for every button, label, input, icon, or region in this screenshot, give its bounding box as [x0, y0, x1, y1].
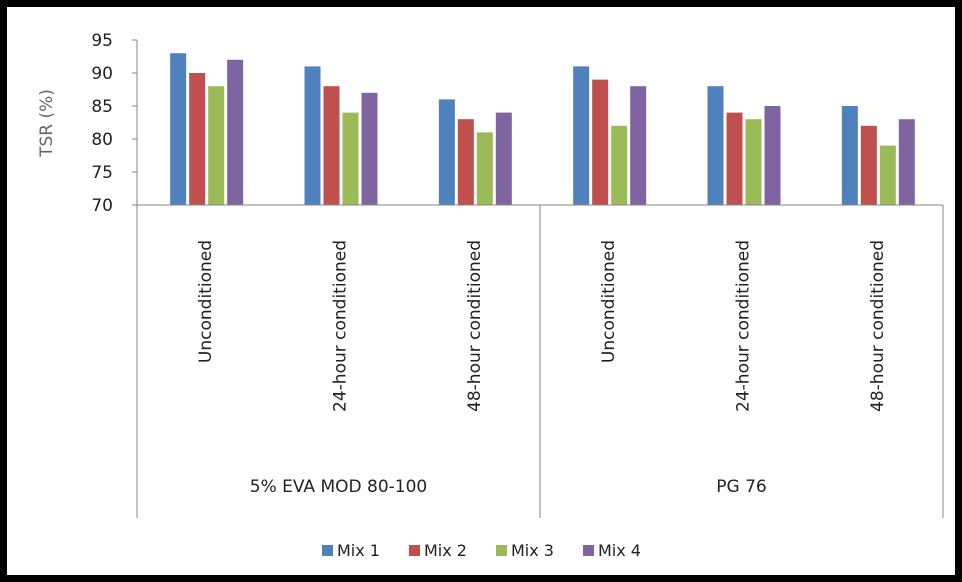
y-tick-label: 80: [91, 130, 113, 150]
y-tick-label: 90: [91, 64, 113, 84]
bar: [573, 66, 590, 206]
legend-swatch: [583, 545, 594, 556]
bar: [764, 106, 781, 205]
bar: [726, 112, 743, 205]
bar: [860, 125, 877, 205]
y-tick-label: 95: [91, 31, 113, 51]
bar: [592, 79, 609, 205]
category-label: Unconditioned: [196, 240, 216, 363]
legend-label: Mix 1: [337, 541, 380, 560]
legend-label: Mix 2: [424, 541, 467, 560]
bar: [611, 125, 628, 205]
bar: [438, 99, 455, 205]
bar: [630, 86, 647, 205]
bar: [476, 132, 493, 205]
y-axis-title: TSR (%): [37, 89, 57, 158]
bar: [495, 112, 512, 205]
legend-swatch: [496, 545, 507, 556]
bar: [745, 119, 762, 205]
y-tick-label: 75: [91, 163, 113, 183]
category-label: 48-hour conditioned: [465, 240, 485, 412]
legend-label: Mix 3: [511, 541, 554, 560]
bar: [170, 53, 187, 206]
category-label: 24-hour conditioned: [734, 240, 754, 412]
group-label: 5% EVA MOD 80-100: [250, 477, 427, 497]
group-label: PG 76: [716, 477, 766, 497]
bar: [898, 119, 915, 205]
bar: [189, 73, 206, 205]
bar: [304, 66, 321, 206]
bar: [361, 92, 378, 205]
bar: [208, 86, 225, 205]
legend-swatch: [409, 545, 420, 556]
bar: [342, 112, 359, 205]
bar: [227, 59, 244, 205]
legend-swatch: [322, 545, 333, 556]
bar: [879, 145, 896, 205]
category-label: 48-hour conditioned: [868, 240, 888, 412]
bar: [707, 86, 724, 205]
bar: [457, 119, 474, 205]
y-tick-label: 85: [91, 97, 113, 117]
category-label: 24-hour conditioned: [331, 240, 351, 412]
bar: [323, 86, 340, 205]
y-tick-label: 70: [91, 196, 113, 216]
category-label: Unconditioned: [599, 240, 619, 363]
legend-label: Mix 4: [598, 541, 641, 560]
bar: [841, 106, 858, 205]
